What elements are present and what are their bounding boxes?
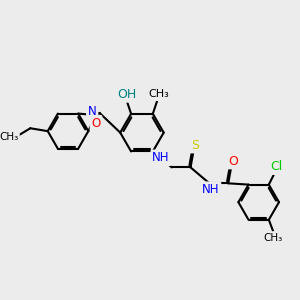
Text: N: N [88, 105, 97, 118]
Text: S: S [191, 139, 199, 152]
Text: CH₂: CH₂ [0, 299, 1, 300]
Text: OH: OH [117, 88, 136, 101]
Text: CH₃: CH₃ [264, 233, 283, 243]
Text: CH₃: CH₃ [0, 132, 18, 142]
Text: NH: NH [152, 151, 170, 164]
Text: CH₃: CH₃ [148, 89, 169, 99]
Text: Cl: Cl [270, 160, 282, 173]
Text: O: O [92, 117, 100, 130]
Text: NH: NH [202, 183, 220, 196]
Text: O: O [229, 154, 238, 167]
